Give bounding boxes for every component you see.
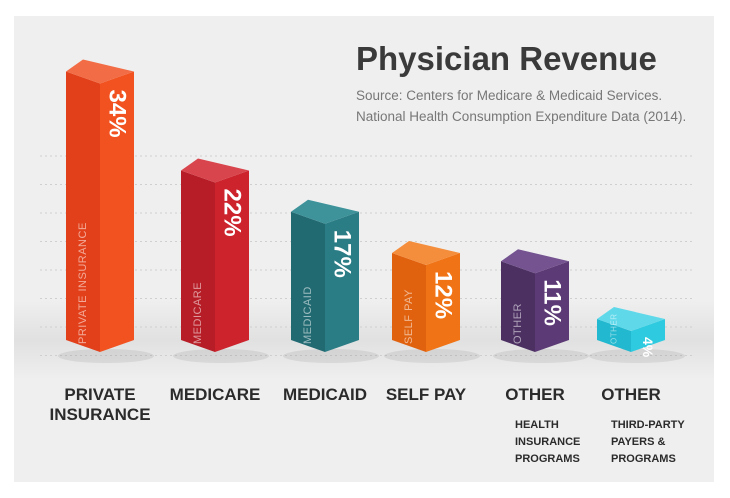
category-label: OTHER	[601, 385, 661, 404]
bar-shadow	[173, 349, 269, 363]
category-sublabel: INSURANCE	[515, 436, 580, 448]
bar-side-face	[426, 253, 460, 352]
bar-top-face	[597, 307, 665, 331]
bar-front-face	[597, 319, 631, 352]
bar-side-face	[100, 71, 134, 352]
bar-front-face	[66, 71, 100, 352]
bar-value-label: 34%	[104, 90, 131, 138]
bar-front-face	[501, 261, 535, 352]
bar-inner-label: SELF PAY	[403, 289, 415, 344]
bar-shadow	[493, 349, 589, 363]
category-sublabel: THIRD-PARTY	[611, 419, 685, 431]
source-line-2: National Health Consumption Expenditure …	[356, 109, 686, 124]
bar-inner-label: PRIVATE INSURANCE	[77, 222, 89, 344]
category-label: INSURANCE	[49, 405, 150, 424]
bar-inner-label: OTHER	[512, 303, 524, 344]
bar-side-face	[535, 261, 569, 352]
category-label: MEDICAID	[283, 385, 367, 404]
bar-front-face	[392, 253, 426, 352]
bar-inner-label: OTHER	[610, 314, 619, 345]
bar-front-face	[291, 211, 325, 352]
bar-top-face	[291, 199, 359, 224]
chart-title: Physician Revenue	[356, 40, 657, 77]
bar-shadow	[589, 349, 685, 363]
bar-top-face	[392, 241, 460, 265]
category-label: SELF PAY	[386, 385, 467, 404]
bar-side-face	[631, 319, 665, 352]
source-line-1: Source: Centers for Medicare & Medicaid …	[356, 88, 662, 103]
bar-shadow	[384, 349, 480, 363]
bar-top-face	[501, 249, 569, 274]
bar-shadow	[283, 349, 379, 363]
bar-value-label: 4%	[640, 337, 656, 358]
gridlines	[40, 155, 692, 356]
bar-side-face	[215, 170, 249, 352]
bar-value-label: 12%	[430, 271, 457, 319]
bar-front-face	[181, 170, 215, 352]
bar-value-label: 17%	[329, 230, 356, 278]
bar-top-face	[66, 59, 134, 84]
bar-top-face	[181, 158, 249, 183]
category-label: OTHER	[505, 385, 565, 404]
bar-value-label: 11%	[539, 279, 566, 326]
category-sublabel: HEALTH	[515, 419, 559, 431]
bar-shadow	[58, 349, 154, 363]
bar-value-label: 22%	[219, 189, 246, 237]
bar-side-face	[325, 211, 359, 352]
category-label: MEDICARE	[170, 385, 261, 404]
category-sublabel: PROGRAMS	[611, 453, 676, 465]
category-label: PRIVATE	[64, 385, 135, 404]
bar-inner-label: MEDICARE	[192, 282, 204, 344]
category-sublabel: PAYERS &	[611, 436, 665, 448]
bars: 34%PRIVATE INSURANCEPRIVATEINSURANCE22%M…	[49, 59, 685, 465]
bar-inner-label: MEDICAID	[302, 286, 314, 344]
category-sublabel: PROGRAMS	[515, 453, 580, 465]
